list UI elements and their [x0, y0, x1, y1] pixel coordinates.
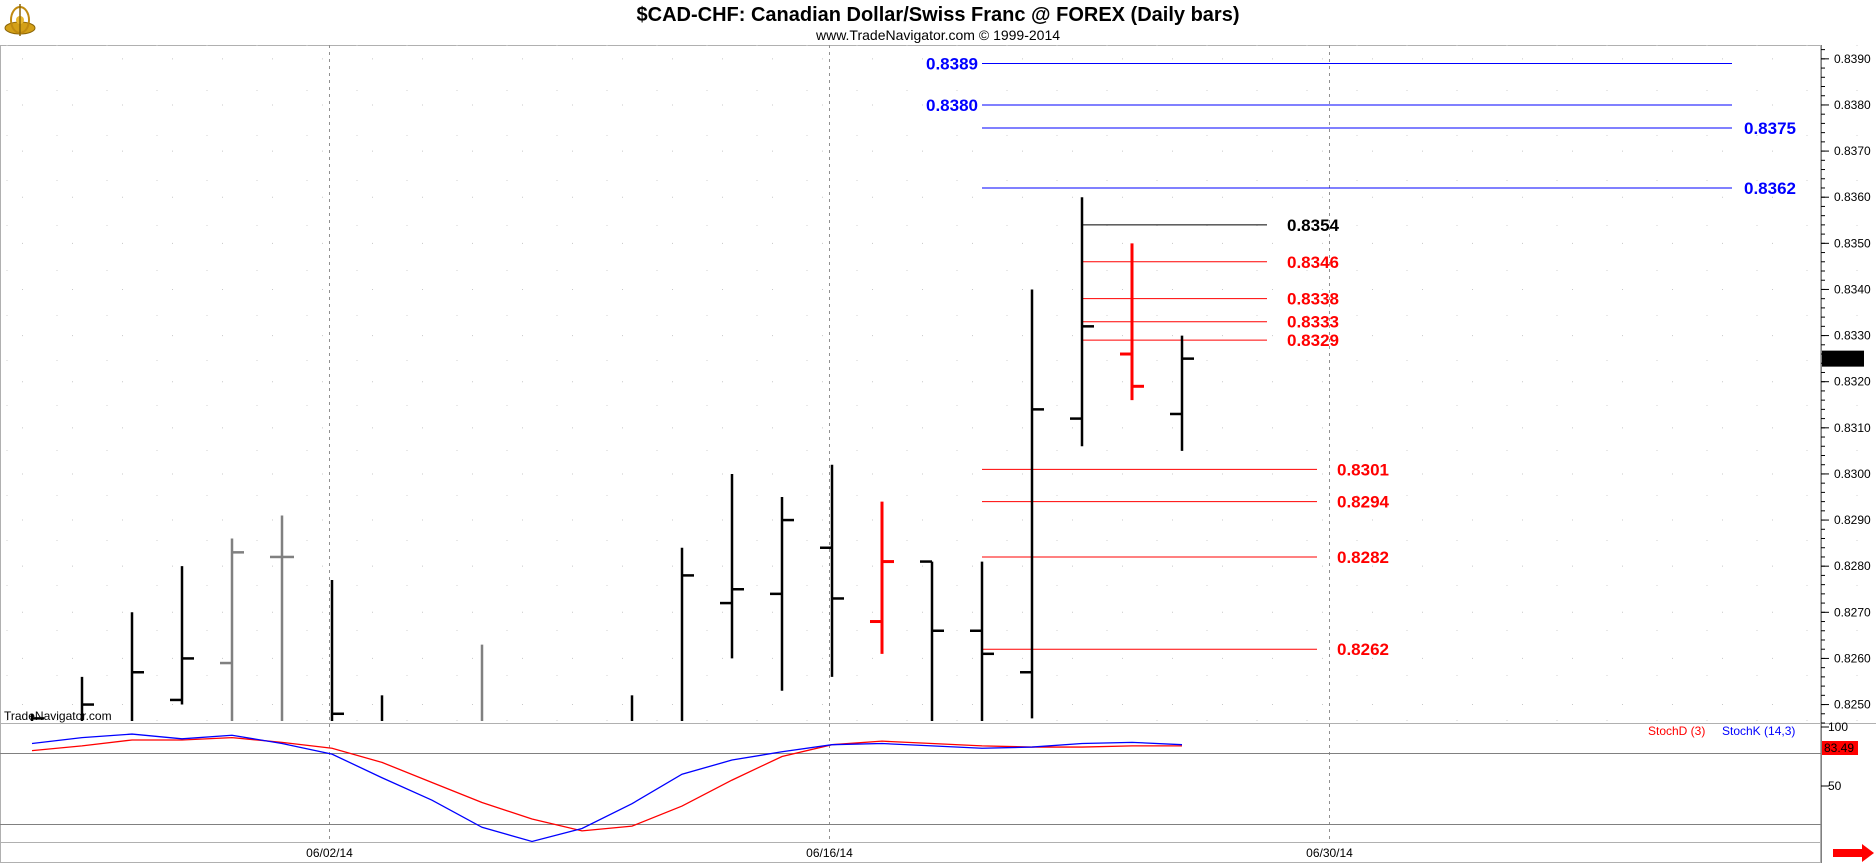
- last-price-label: 0.8325: [1825, 352, 1862, 366]
- header-band: [0, 0, 1876, 44]
- price-tick-label: 0.8290: [1834, 513, 1871, 527]
- legend-stochd: StochD (3): [1648, 724, 1705, 738]
- price-tick-label: 0.8250: [1834, 698, 1871, 712]
- price-axis-ticks: 0.8250 0.8260 0.8270 0.8280 0.8290 0.8300 0.83…: [1821, 49, 1871, 724]
- stoch-series-line: [31, 736, 1182, 832]
- date-axis-ticks: 06/02/14 06/16/14 06/30/14: [306, 846, 1353, 860]
- level-label: 0.8338: [1287, 290, 1339, 309]
- level-label: 0.8354: [1287, 216, 1340, 235]
- date-tick-label: 06/16/14: [806, 846, 853, 860]
- price-tick-label: 0.8340: [1834, 282, 1871, 296]
- price-tick-label: 0.8370: [1834, 144, 1871, 158]
- chart-subtitle: www.TradeNavigator.com © 1999-2014: [815, 27, 1060, 43]
- level-label: 0.8346: [1287, 253, 1339, 272]
- last-price-box: [1822, 350, 1864, 367]
- level-label: 0.8294: [1337, 493, 1390, 512]
- price-tick-label: 0.8380: [1834, 98, 1871, 112]
- stoch-tick-label: 100: [1828, 720, 1848, 734]
- level-lines: 0.8389 0.8380 0.8375 0.8362 0.8354 0.8346 0.83…: [926, 54, 1796, 659]
- price-tick-label: 0.8280: [1834, 559, 1871, 573]
- price-tick-label: 0.8300: [1834, 467, 1871, 481]
- level-label: 0.8333: [1287, 313, 1339, 332]
- watermark-text: TradeNavigator.com: [4, 709, 112, 723]
- date-tick-label: 06/30/14: [1306, 846, 1353, 860]
- price-bars: [30, 197, 1194, 721]
- level-label: 0.8262: [1337, 640, 1389, 659]
- gyroscope-logo-icon: [4, 4, 36, 36]
- level-label: 0.8375: [1744, 119, 1796, 138]
- price-tick-label: 0.8360: [1834, 190, 1871, 204]
- level-label: 0.8380: [926, 96, 978, 115]
- plot-frame: [0, 45, 1821, 863]
- chart-title: $CAD-CHF: Canadian Dollar/Swiss Franc @ …: [637, 4, 1240, 26]
- stochastic-panel: StochD (3) StochK (14,3) 100 50 83.49: [0, 720, 1858, 843]
- legend-stochk: StochK (14,3): [1722, 724, 1795, 738]
- stoch-tick-label: 50: [1828, 779, 1842, 793]
- level-label: 0.8329: [1287, 331, 1339, 350]
- grid: [0, 45, 1858, 842]
- stoch-series-line: [31, 733, 1183, 843]
- level-label: 0.8389: [926, 54, 978, 73]
- stoch-last-box: [1822, 741, 1858, 755]
- price-tick-label: 0.8350: [1834, 236, 1871, 250]
- date-tick-label: 06/02/14: [306, 846, 353, 860]
- level-label: 0.8362: [1744, 179, 1796, 198]
- price-tick-label: 0.8320: [1834, 375, 1871, 389]
- scroll-right-arrow-icon[interactable]: [1833, 844, 1874, 862]
- price-tick-label: 0.8260: [1834, 651, 1871, 665]
- price-tick-label: 0.8310: [1834, 421, 1871, 435]
- stoch-last-label: 83.49: [1824, 741, 1854, 755]
- price-tick-label: 0.8270: [1834, 605, 1871, 619]
- level-label: 0.8301: [1337, 460, 1389, 479]
- price-tick-label: 0.8390: [1834, 52, 1871, 66]
- level-label: 0.8282: [1337, 548, 1389, 567]
- price-tick-label: 0.8330: [1834, 329, 1871, 343]
